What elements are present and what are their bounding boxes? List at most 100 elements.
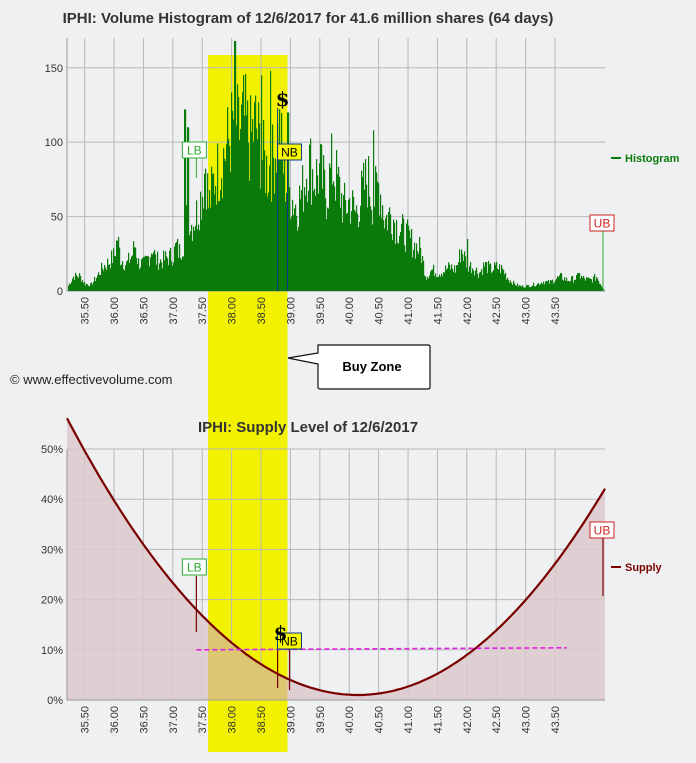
histogram-bar <box>460 262 462 291</box>
histogram-bar <box>530 287 532 291</box>
histogram-bar <box>172 266 174 291</box>
histogram-bar <box>240 128 242 291</box>
histogram-bar <box>260 188 262 291</box>
histogram-bar <box>168 265 170 291</box>
histogram-bar <box>328 208 330 291</box>
histogram-bar <box>342 222 344 291</box>
histogram-bar <box>386 214 388 291</box>
histogram-bar <box>406 223 408 291</box>
supply-x-tick-label: 36.00 <box>109 706 121 734</box>
histogram-bar <box>453 272 455 291</box>
histogram-bar <box>129 263 131 291</box>
histogram-bar <box>159 263 161 291</box>
histogram-bar <box>345 200 347 291</box>
histogram-bar <box>180 258 182 291</box>
histogram-bar <box>387 230 389 291</box>
histogram-bar <box>158 269 160 291</box>
histogram-legend: Histogram <box>611 153 680 165</box>
histogram-bar <box>74 280 76 291</box>
histogram-bar <box>458 261 460 291</box>
histogram-bar <box>413 250 415 291</box>
histogram-x-tick-label: 41.00 <box>403 297 415 325</box>
histogram-bar <box>425 276 427 291</box>
histogram-bar <box>226 143 228 291</box>
histogram-bar <box>403 218 405 291</box>
histogram-bar <box>199 230 201 291</box>
lb-marker-box <box>181 141 207 159</box>
histogram-bar <box>90 283 92 291</box>
histogram-bar <box>415 258 417 291</box>
histogram-bar <box>396 220 398 291</box>
histogram-bar <box>156 264 158 291</box>
histogram-bar <box>475 270 477 291</box>
histogram-bar <box>297 230 299 291</box>
histogram-bar <box>423 260 425 291</box>
histogram-bar <box>441 273 443 291</box>
histogram-bar <box>455 272 457 291</box>
supply-x-tick-label: 43.00 <box>521 706 533 734</box>
histogram-bar <box>289 187 291 291</box>
histogram-bar <box>131 256 133 291</box>
histogram-bar <box>110 268 112 291</box>
histogram-bar <box>311 204 313 291</box>
histogram-bar <box>234 40 236 291</box>
histogram-bar <box>471 273 473 291</box>
histogram-bar <box>171 261 173 291</box>
histogram-bar <box>310 138 312 291</box>
histogram-bar <box>361 170 363 291</box>
histogram-bar <box>439 274 441 291</box>
histogram-bar <box>577 273 579 291</box>
histogram-bar <box>526 285 528 291</box>
histogram-bar <box>520 285 522 291</box>
histogram-bar <box>255 95 257 291</box>
histogram-bar <box>174 246 176 291</box>
histogram-bar <box>436 277 438 291</box>
histogram-bar <box>372 224 374 291</box>
histogram-bar <box>588 277 590 291</box>
histogram-bar <box>392 240 394 291</box>
histogram-bar <box>135 247 137 291</box>
histogram-bar <box>111 250 113 291</box>
histogram-bar <box>214 194 216 291</box>
histogram-bar <box>80 275 82 291</box>
histogram-bar <box>399 235 401 291</box>
histogram-bar <box>307 202 309 291</box>
histogram-bar <box>164 260 166 291</box>
histogram-bar <box>603 289 605 291</box>
histogram-bar <box>595 280 597 291</box>
histogram-x-tick-label: 36.50 <box>138 297 150 325</box>
histogram-bar <box>581 276 583 291</box>
histogram-bar <box>166 256 168 291</box>
histogram-bar <box>474 275 476 291</box>
histogram-bar <box>197 229 199 291</box>
histogram-bar <box>527 284 529 291</box>
histogram-bar <box>201 219 203 291</box>
histogram-bar <box>541 282 543 291</box>
histogram-bar <box>427 276 429 291</box>
histogram-bar <box>157 251 159 291</box>
histogram-bar <box>149 266 151 291</box>
supply-x-tick-label: 39.50 <box>315 706 327 734</box>
histogram-bar <box>264 150 266 291</box>
histogram-bar <box>181 259 183 291</box>
histogram-bar <box>391 234 393 291</box>
histogram-bar <box>339 176 341 291</box>
histogram-bar <box>91 282 93 291</box>
histogram-bar <box>186 205 188 291</box>
histogram-bar <box>195 225 197 291</box>
histogram-bar <box>302 165 304 291</box>
histogram-bar <box>523 287 525 291</box>
supply-reference-line <box>196 646 567 651</box>
current-price-supply-marker: $ <box>274 621 288 645</box>
histogram-bar <box>501 265 503 291</box>
histogram-bar <box>238 97 240 291</box>
histogram-bar <box>394 222 396 291</box>
histogram-bar <box>242 92 244 291</box>
histogram-bar <box>292 199 294 291</box>
histogram-bar <box>236 125 238 292</box>
histogram-bar <box>365 159 367 291</box>
histogram-bar <box>515 285 517 291</box>
histogram-bar <box>343 195 345 291</box>
histogram-bar <box>484 266 486 291</box>
